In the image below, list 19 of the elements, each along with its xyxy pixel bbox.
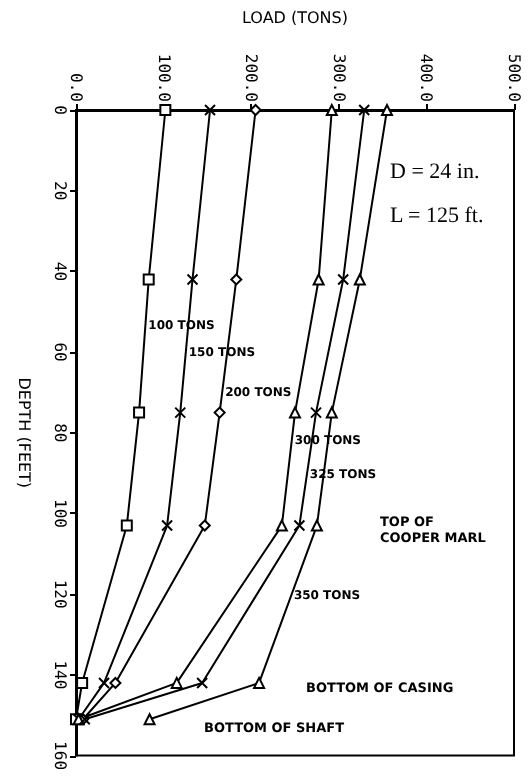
annotation: L = 125 ft. xyxy=(390,204,484,228)
x-tick-label: 0.0 xyxy=(67,73,85,103)
y-tick-label: 80 xyxy=(51,423,69,443)
x-axis-title: LOAD (TONS) xyxy=(242,9,348,27)
y-tick-label: 140 xyxy=(51,660,69,690)
y-tick-label: 0 xyxy=(51,105,69,116)
y-tick-label: 120 xyxy=(51,579,69,609)
x-tick-label: 400.0 xyxy=(417,53,436,103)
annotation: D = 24 in. xyxy=(390,160,480,184)
x-tick-label: 200.0 xyxy=(242,53,261,103)
y-tick-label: 40 xyxy=(51,261,69,282)
y-tick-label: 160 xyxy=(51,741,69,771)
y-tick-label: 100 xyxy=(51,499,69,529)
y-tick-label: 20 xyxy=(51,181,69,201)
y-tick-label: 60 xyxy=(51,342,69,363)
x-tick-label: 100.0 xyxy=(154,53,173,103)
y-axis-title: DEPTH (FEET) xyxy=(15,377,33,489)
x-tick-label: 500.0 xyxy=(505,53,523,103)
x-tick-label: 300.0 xyxy=(329,53,348,103)
